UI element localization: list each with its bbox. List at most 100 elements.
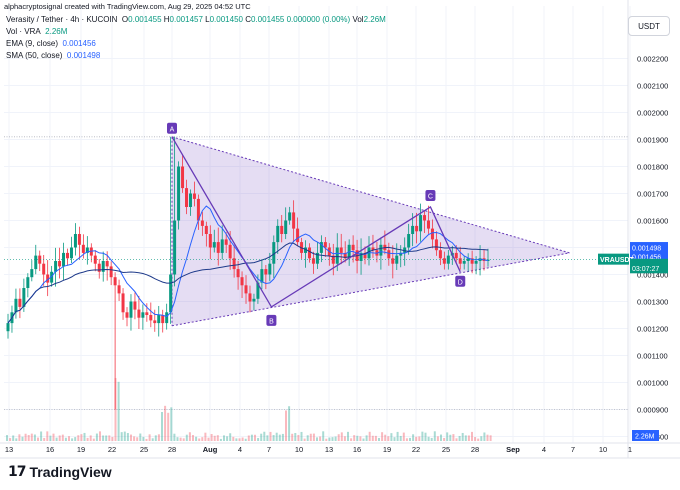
candle-body[interactable] <box>323 242 327 248</box>
triangle-lower-trendline[interactable] <box>171 252 570 327</box>
candle-body[interactable] <box>185 188 189 207</box>
candle-body[interactable] <box>335 247 339 264</box>
candle-body[interactable] <box>212 242 216 248</box>
candle-body[interactable] <box>117 285 121 294</box>
pattern-label-b-box[interactable] <box>266 314 277 326</box>
candle-body[interactable] <box>379 244 383 256</box>
sma-legend[interactable]: SMA (50, close) 0.001498 <box>6 51 101 60</box>
candle-body[interactable] <box>411 225 415 234</box>
candle-body[interactable] <box>343 252 347 259</box>
candle-body[interactable] <box>66 252 70 259</box>
candle-body[interactable] <box>423 215 427 221</box>
candle-body[interactable] <box>153 320 157 324</box>
candle-body[interactable] <box>470 258 474 264</box>
candle-body[interactable] <box>62 252 66 267</box>
candle-body[interactable] <box>260 269 264 283</box>
candle-body[interactable] <box>93 255 97 264</box>
candle-body[interactable] <box>256 282 260 299</box>
symbol-name[interactable]: Verasity / Tether · 4h · KUCOIN <box>6 15 118 24</box>
candle-body[interactable] <box>109 266 113 278</box>
candle-body[interactable] <box>395 255 399 264</box>
candle-body[interactable] <box>466 258 470 261</box>
tradingview-logo[interactable]: 17 TradingView <box>8 464 112 480</box>
candle-body[interactable] <box>30 269 34 278</box>
candle-body[interactable] <box>284 220 288 235</box>
candle-body[interactable] <box>169 274 173 313</box>
candle-body[interactable] <box>141 312 145 318</box>
candle-body[interactable] <box>6 323 10 332</box>
candle-body[interactable] <box>331 255 335 264</box>
pattern-label-c-box[interactable] <box>425 190 436 201</box>
currency-button[interactable]: USDT <box>628 16 670 36</box>
candle-body[interactable] <box>474 261 478 264</box>
candle-body[interactable] <box>173 220 177 275</box>
candle-body[interactable] <box>26 277 30 288</box>
candle-body[interactable] <box>315 252 319 264</box>
abcd-pattern-line[interactable] <box>171 136 461 308</box>
candle-body[interactable] <box>54 261 58 272</box>
candle-body[interactable] <box>204 225 208 234</box>
triangle-upper-trendline[interactable] <box>171 136 570 254</box>
candle-body[interactable] <box>161 315 165 324</box>
candle-body[interactable] <box>58 261 62 267</box>
candle-body[interactable] <box>220 239 224 253</box>
candle-body[interactable] <box>113 277 117 286</box>
candle-body[interactable] <box>359 252 363 261</box>
candle-body[interactable] <box>137 309 141 318</box>
candle-body[interactable] <box>371 247 375 251</box>
candle-body[interactable] <box>18 298 22 307</box>
candle-body[interactable] <box>264 269 268 275</box>
candle-body[interactable] <box>224 239 228 245</box>
candle-body[interactable] <box>125 312 129 318</box>
candle-body[interactable] <box>157 315 161 324</box>
candle-body[interactable] <box>188 193 192 208</box>
candle-body[interactable] <box>391 258 395 264</box>
candle-body[interactable] <box>311 258 315 264</box>
candle-body[interactable] <box>181 166 185 189</box>
candle-body[interactable] <box>14 298 18 313</box>
candle-body[interactable] <box>42 263 46 275</box>
candle-body[interactable] <box>34 255 38 270</box>
candle-body[interactable] <box>228 244 232 259</box>
candle-body[interactable] <box>69 247 73 259</box>
candle-body[interactable] <box>149 315 153 321</box>
candle-body[interactable] <box>252 298 256 302</box>
candle-body[interactable] <box>454 252 458 259</box>
candle-body[interactable] <box>85 247 89 253</box>
candle-body[interactable] <box>101 261 105 272</box>
volume-indicator-legend[interactable]: Vol · VRA 2.26M <box>6 27 68 36</box>
candle-body[interactable] <box>387 250 391 259</box>
candle-body[interactable] <box>177 166 181 221</box>
candle-body[interactable] <box>442 258 446 264</box>
pattern-label-d-box[interactable] <box>455 275 466 287</box>
candle-body[interactable] <box>430 228 434 240</box>
candle-body[interactable] <box>296 228 300 243</box>
candle-body[interactable] <box>304 247 308 253</box>
candle-body[interactable] <box>276 225 280 243</box>
candle-body[interactable] <box>363 252 367 259</box>
candle-body[interactable] <box>77 234 81 245</box>
candle-body[interactable] <box>105 261 109 267</box>
candle-body[interactable] <box>121 293 125 313</box>
candle-body[interactable] <box>145 312 149 315</box>
candle-body[interactable] <box>434 239 438 251</box>
candle-body[interactable] <box>165 312 169 324</box>
candle-body[interactable] <box>73 234 77 248</box>
candle-body[interactable] <box>129 301 133 318</box>
candle-body[interactable] <box>407 234 411 248</box>
candle-body[interactable] <box>38 255 42 264</box>
candle-body[interactable] <box>319 242 323 253</box>
candle-body[interactable] <box>236 269 240 278</box>
candle-body[interactable] <box>232 258 236 270</box>
pattern-label-a-box[interactable] <box>167 122 177 134</box>
candle-body[interactable] <box>292 212 296 229</box>
candle-body[interactable] <box>97 263 101 272</box>
candle-body[interactable] <box>248 293 252 302</box>
ema-legend[interactable]: EMA (9, close) 0.001456 <box>6 39 96 48</box>
candle-body[interactable] <box>399 252 403 256</box>
candle-body[interactable] <box>200 220 204 226</box>
candle-body[interactable] <box>458 258 462 264</box>
candle-body[interactable] <box>240 277 244 286</box>
candle-body[interactable] <box>208 234 212 248</box>
